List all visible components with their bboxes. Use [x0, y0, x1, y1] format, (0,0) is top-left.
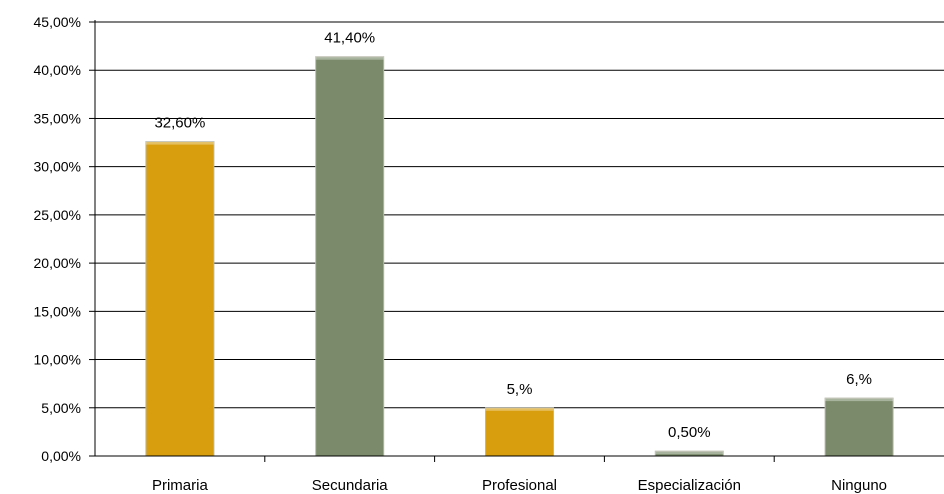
bars: [145, 56, 894, 457]
bar-primaria: [145, 141, 215, 457]
category-label: Especialización: [638, 477, 741, 494]
bar-highlight: [655, 451, 724, 455]
y-tick-label: 5,00%: [41, 400, 81, 416]
axes: [89, 20, 944, 462]
bar-secundaria: [315, 56, 385, 457]
y-tick-label: 35,00%: [34, 110, 81, 126]
y-tick-label: 45,00%: [34, 14, 81, 30]
category-label: Primaria: [152, 477, 208, 494]
bar-highlight: [485, 407, 554, 411]
data-label: 5,%: [507, 381, 533, 398]
y-tick-label: 15,00%: [34, 303, 81, 319]
data-label: 32,60%: [154, 115, 205, 132]
bar-highlight: [315, 56, 384, 60]
data-label: 41,40%: [324, 30, 375, 47]
data-label: 6,%: [846, 371, 872, 388]
y-tick-label: 30,00%: [34, 159, 81, 175]
y-tick-label: 25,00%: [34, 207, 81, 223]
y-tick-label: 40,00%: [34, 62, 81, 78]
labels: 0,00% 5,00% 10,00% 15,00% 20,00% 25,00% 30,00%…: [34, 14, 888, 494]
category-label: Profesional: [482, 477, 557, 494]
bar-profesional: [485, 407, 554, 457]
bar-highlight: [145, 141, 214, 145]
category-label: Ninguno: [831, 477, 887, 494]
category-label: Secundaria: [312, 477, 389, 494]
bar-highlight: [825, 398, 894, 402]
y-tick-label: 20,00%: [34, 255, 81, 271]
gridlines: [95, 21, 944, 409]
y-tick-label: 10,00%: [34, 352, 81, 368]
bar-ninguno: [824, 397, 894, 457]
y-tick-label: 0,00%: [41, 448, 81, 464]
data-label: 0,50%: [668, 424, 711, 441]
